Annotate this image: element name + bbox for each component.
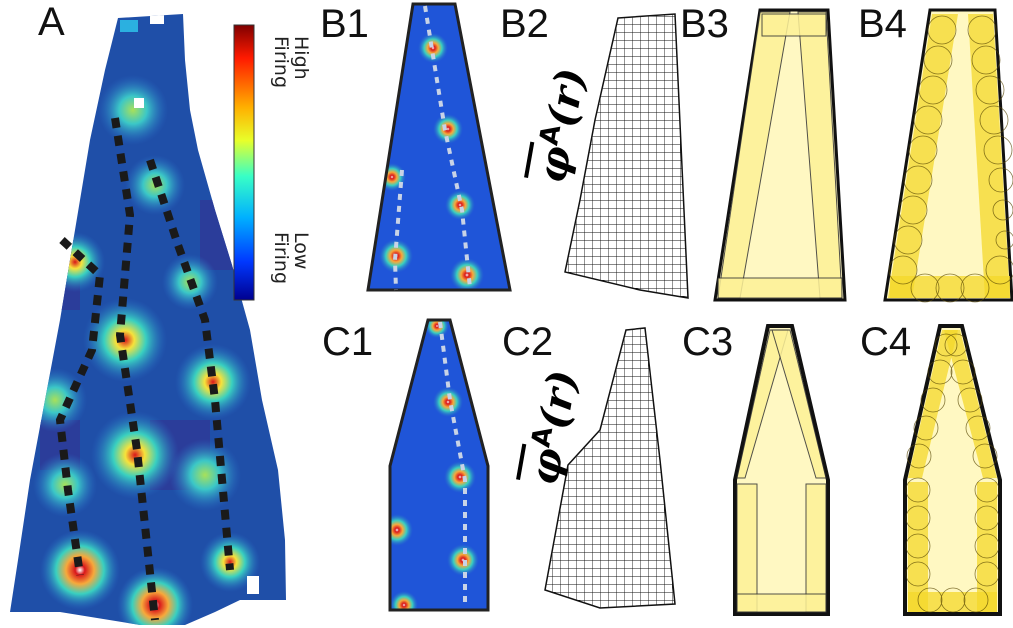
panel-label-b2: B2 [500,2,549,46]
panel-label-c3: C3 [682,320,734,364]
colorbar-high-label: High Firing [270,36,312,89]
panel-label-b1: B1 [320,2,369,46]
panel-c2-mesh [544,327,676,609]
panel-label-c2: C2 [502,320,554,364]
panel-c1-outline [388,318,490,612]
panel-c3-template [733,324,830,616]
panel-a-trajectories [55,117,234,621]
panel-label-c1: C1 [322,320,374,364]
colorbar-low-line2: Firing [270,232,293,285]
colorbar-high-line1: High [290,36,312,80]
panel-label-a: A [38,0,65,44]
colorbar-high-line2: Firing [270,36,293,89]
panel-b1-rate-map [368,4,510,290]
phi-argument-c2: (r) [530,366,587,433]
panel-c1-rate-map [390,320,488,610]
colorbar-low-label: Low Firing [270,232,312,285]
panel-b2-mesh [564,13,689,299]
colorbar [233,24,255,301]
panel-c1-trajectories [438,321,467,606]
panel-b3-template [713,8,847,302]
panel-a-rate-map [10,14,286,625]
panel-b1-trajectories [392,5,472,291]
phi-argument-b2: (r) [538,64,595,131]
panel-label-b4: B4 [858,2,907,46]
panel-label-b3: B3 [680,2,729,46]
panel-label-c4: C4 [860,320,912,364]
colorbar-low-line1: Low [290,232,312,270]
panel-b1-outline [366,2,512,292]
panel-c4-template [903,324,1002,616]
panel-b4-template [883,8,1013,303]
